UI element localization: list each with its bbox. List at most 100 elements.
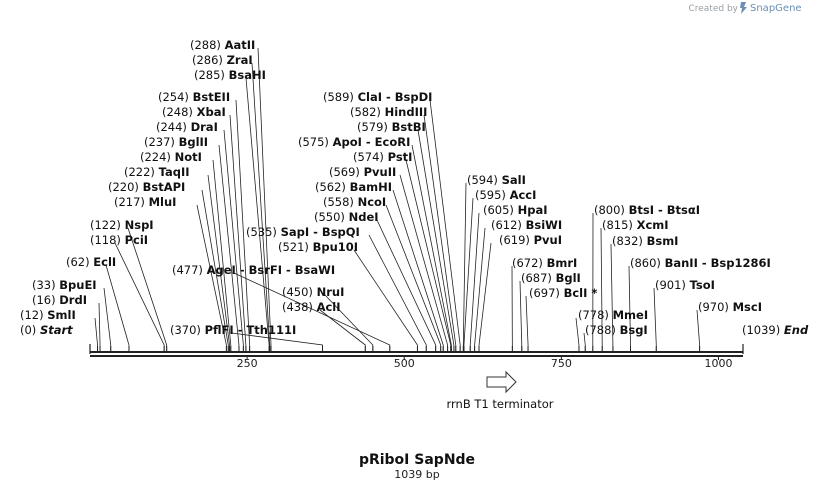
enzyme-label[interactable]: (0) Start	[20, 323, 73, 337]
enzyme-label[interactable]: (550) NdeI	[314, 210, 379, 224]
enzyme-label[interactable]: (237) BglII	[144, 135, 208, 149]
cut-site-marks	[89, 346, 744, 351]
enzyme-label[interactable]: (619) PvuI	[499, 233, 562, 247]
enzyme-label[interactable]: (815) XcmI	[602, 218, 669, 232]
enzyme-label[interactable]: (579) BstBI	[357, 120, 426, 134]
enzyme-label[interactable]: (224) NotI	[140, 150, 202, 164]
enzyme-label[interactable]: (222) TaqII	[124, 165, 190, 179]
enzyme-label[interactable]: (687) BglI	[521, 271, 581, 285]
enzyme-position: (0)	[20, 323, 40, 337]
enzyme-labels: (0) Start(12) SmlI(16) DrdI(33) BpuEI (62…	[20, 38, 809, 337]
enzyme-label[interactable]: (574) PstI	[353, 150, 412, 164]
enzyme-isoschizomer: - BspDI	[382, 90, 432, 104]
enzyme-name: BsiWI	[526, 218, 563, 232]
leader-line	[519, 280, 523, 351]
enzyme-label[interactable]: (450) NruI	[282, 285, 344, 299]
enzyme-label[interactable]: (575) ApoI - EcoRI	[298, 135, 410, 149]
feature-rrnb-terminator[interactable]: rrnB T1 terminator	[447, 370, 554, 411]
leader-line	[474, 227, 486, 351]
enzyme-label[interactable]: (860) BanII - Bsp1286I	[630, 256, 771, 270]
enzyme-position: (970)	[698, 300, 733, 314]
enzyme-label[interactable]: (970) MscI	[698, 300, 762, 314]
enzyme-label[interactable]: (672) BmrI	[512, 256, 577, 270]
enzyme-label[interactable]: (217) MluI	[114, 195, 176, 209]
leader-line	[525, 295, 529, 351]
leader-line	[257, 47, 272, 351]
enzyme-position: (450)	[282, 285, 317, 299]
enzyme-label[interactable]: (438) AclI	[282, 300, 341, 314]
enzyme-label[interactable]: (800) BtsI - BtsαI	[594, 203, 700, 217]
enzyme-position: (562)	[315, 180, 350, 194]
enzyme-label[interactable]: (370) PflFI - Tth111I	[170, 323, 296, 337]
enzyme-position: (832)	[612, 234, 647, 248]
axis-ticks: 250 500 750 1000	[237, 356, 732, 370]
enzyme-position: (288)	[190, 38, 225, 52]
snapgene-logo-icon	[740, 2, 747, 14]
enzyme-label[interactable]: (535) SapI - BspQI	[246, 225, 360, 239]
enzyme-label[interactable]: (594) SalI	[467, 173, 526, 187]
enzyme-label[interactable]: (605) HpaI	[483, 203, 548, 217]
enzyme-label[interactable]: (12) SmlI	[20, 308, 76, 322]
enzyme-label[interactable]: (286) ZraI	[192, 53, 253, 67]
enzyme-label[interactable]: (248) XbaI	[162, 105, 226, 119]
enzyme-label[interactable]: (558) NcoI	[323, 195, 386, 209]
enzyme-name: NruI	[317, 285, 345, 299]
enzyme-position: (248)	[162, 105, 197, 119]
enzyme-isoschizomer: - Tth111I	[234, 323, 297, 337]
enzyme-label[interactable]: (122) NspI	[90, 218, 154, 232]
enzyme-name: HindIII	[385, 105, 428, 119]
plasmid-name: pRiboI SapNde	[359, 452, 475, 468]
enzyme-name: Bpu10I	[313, 240, 358, 254]
enzyme-label[interactable]: (788) BsgI	[585, 323, 648, 337]
enzyme-position: (521)	[278, 240, 313, 254]
enzyme-isoschizomer: - Bsp1286I	[698, 256, 771, 270]
enzyme-position: (550)	[314, 210, 349, 224]
enzyme-label[interactable]: (832) BsmI	[612, 234, 678, 248]
enzyme-name: DraI	[191, 120, 218, 134]
sequence-backbone	[90, 351, 743, 357]
enzyme-name: XcmI	[637, 218, 669, 232]
enzyme-name: BstBI	[392, 120, 426, 134]
enzyme-name: DrdI	[59, 293, 87, 307]
enzyme-label[interactable]: (244) DraI	[156, 120, 218, 134]
enzyme-label[interactable]: (612) BsiWI	[491, 218, 562, 232]
enzyme-name: Start	[40, 323, 73, 337]
enzyme-label[interactable]: (285) BsaHI	[194, 68, 266, 82]
enzyme-label[interactable]: (569) PvuII	[329, 165, 396, 179]
enzyme-label[interactable]: (33) BpuEI	[32, 278, 97, 292]
enzyme-label[interactable]: (562) BamHI	[315, 180, 392, 194]
enzyme-position: (217)	[114, 195, 149, 209]
enzyme-label[interactable]: (1039) End	[742, 323, 809, 337]
enzyme-label[interactable]: (254) BstEII	[158, 90, 230, 104]
enzyme-position: (800)	[594, 203, 629, 217]
leader-line	[469, 212, 480, 351]
enzyme-position: (244)	[156, 120, 191, 134]
enzyme-position: (589)	[323, 90, 358, 104]
enzyme-position: (569)	[329, 165, 364, 179]
enzyme-label[interactable]: (521) Bpu10I	[278, 240, 358, 254]
enzyme-label[interactable]: (16) DrdI	[32, 293, 87, 307]
enzyme-label[interactable]: (589) ClaI - BspDI	[323, 90, 432, 104]
enzyme-label[interactable]: (477) AgeI - BsrFI - BsaWI	[172, 263, 335, 277]
enzyme-label[interactable]: (901) TsoI	[655, 278, 715, 292]
enzyme-name: NdeI	[349, 210, 379, 224]
enzyme-name: ZraI	[227, 53, 253, 67]
leader-line	[103, 287, 112, 351]
enzyme-position: (1039)	[742, 323, 784, 337]
enzyme-name: BstAPI	[143, 180, 186, 194]
feature-label: rrnB T1 terminator	[447, 397, 554, 411]
enzyme-position: (579)	[357, 120, 392, 134]
enzyme-position: (595)	[475, 188, 510, 202]
enzyme-label[interactable]: (288) AatII	[190, 38, 255, 52]
enzyme-position: (285)	[194, 68, 229, 82]
enzyme-label[interactable]: (697) BclI *	[529, 286, 597, 300]
enzyme-label[interactable]: (62) EclI	[66, 255, 116, 269]
enzyme-label[interactable]: (220) BstAPI	[108, 180, 185, 194]
enzyme-label[interactable]: (778) MmeI	[578, 308, 648, 322]
enzyme-label[interactable]: (595) AccI	[475, 188, 536, 202]
enzyme-label[interactable]: (118) PciI	[90, 233, 148, 247]
snapgene-credit[interactable]: Created by SnapGene	[688, 2, 802, 14]
enzyme-label[interactable]: (582) HindIII	[350, 105, 427, 119]
plasmid-length: 1039 bp	[394, 468, 439, 481]
